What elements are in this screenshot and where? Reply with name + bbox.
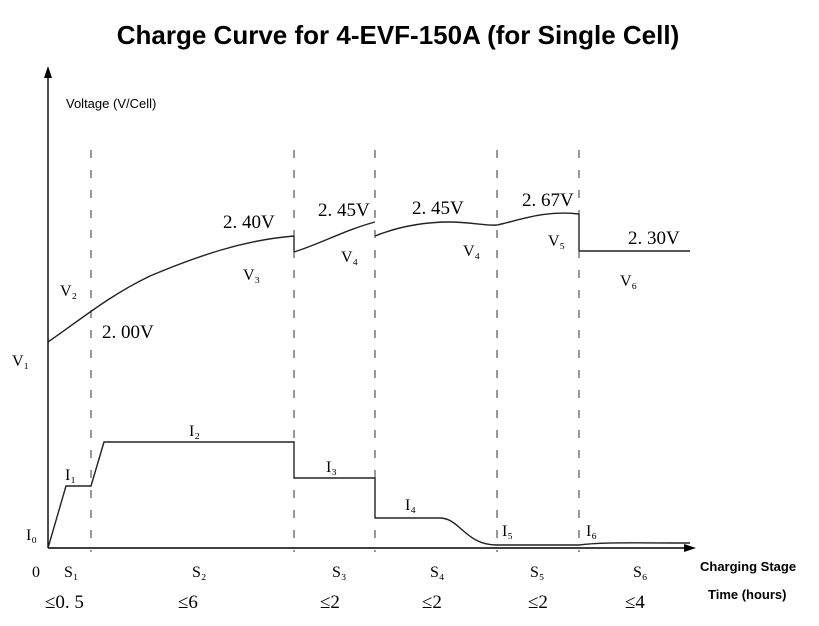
stage-time-s4: ≤2 bbox=[422, 592, 442, 613]
voltage-curve-stage-4 bbox=[374, 221, 498, 237]
stage-label-s4: S₄ bbox=[430, 564, 445, 581]
y-axis-label: Voltage (V/Cell) bbox=[66, 96, 156, 111]
x-axis-label-time: Time (hours) bbox=[708, 587, 787, 602]
voltage-value-s1: 2. 00V bbox=[102, 322, 154, 343]
voltage-label-v5: V₅ bbox=[548, 233, 565, 250]
stage-label-s5: S₅ bbox=[530, 564, 544, 581]
voltage-label-v2: V₂ bbox=[60, 283, 77, 300]
voltage-curve-stage-1-2 bbox=[47, 235, 295, 343]
voltage-label-v4-s3: V₄ bbox=[341, 249, 359, 266]
voltage-value-s2: 2. 40V bbox=[223, 212, 275, 233]
x-axis-label-stage: Charging Stage bbox=[700, 559, 796, 574]
stage-label-s6: S₆ bbox=[633, 564, 647, 581]
current-curve bbox=[47, 441, 691, 549]
voltage-curve-stage-3 bbox=[293, 221, 376, 253]
current-label-i6: I₆ bbox=[586, 523, 597, 540]
stage-label-s3: S₃ bbox=[332, 564, 346, 581]
stage-label-s1: S₁ bbox=[64, 564, 78, 581]
current-label-i5: I₅ bbox=[502, 523, 513, 540]
x-axis-arrow bbox=[684, 544, 696, 552]
v1-label: V₁ bbox=[12, 353, 29, 370]
current-label-i3: I₃ bbox=[326, 459, 337, 476]
voltage-label-v4-s4: V₄ bbox=[463, 243, 481, 260]
voltage-curve-stage-5 bbox=[496, 212, 580, 226]
i0-label: I₀ bbox=[26, 527, 37, 544]
stage-time-s3: ≤2 bbox=[320, 592, 340, 613]
current-label-i1: I₁ bbox=[65, 467, 76, 484]
voltage-label-v3: V₃ bbox=[243, 267, 260, 284]
chart-title: Charge Curve for 4-EVF-150A (for Single … bbox=[117, 20, 679, 50]
stage-time-s1: ≤0. 5 bbox=[45, 592, 84, 613]
stage-label-s2: S₂ bbox=[192, 564, 206, 581]
stage-time-s2: ≤6 bbox=[178, 592, 198, 613]
voltage-value-s3: 2. 45V bbox=[318, 200, 370, 221]
origin-label: 0 bbox=[32, 564, 40, 581]
voltage-value-s6: 2. 30V bbox=[628, 228, 680, 249]
current-label-i2: I₂ bbox=[189, 423, 200, 440]
voltage-label-v6: V₆ bbox=[620, 273, 637, 290]
voltage-value-s4: 2. 45V bbox=[412, 198, 464, 219]
current-label-i4: I₄ bbox=[405, 497, 416, 514]
stage-time-s5: ≤2 bbox=[528, 592, 548, 613]
stage-time-s6: ≤4 bbox=[625, 592, 645, 613]
voltage-value-s5: 2. 67V bbox=[522, 190, 574, 211]
y-axis-arrow bbox=[44, 66, 52, 78]
